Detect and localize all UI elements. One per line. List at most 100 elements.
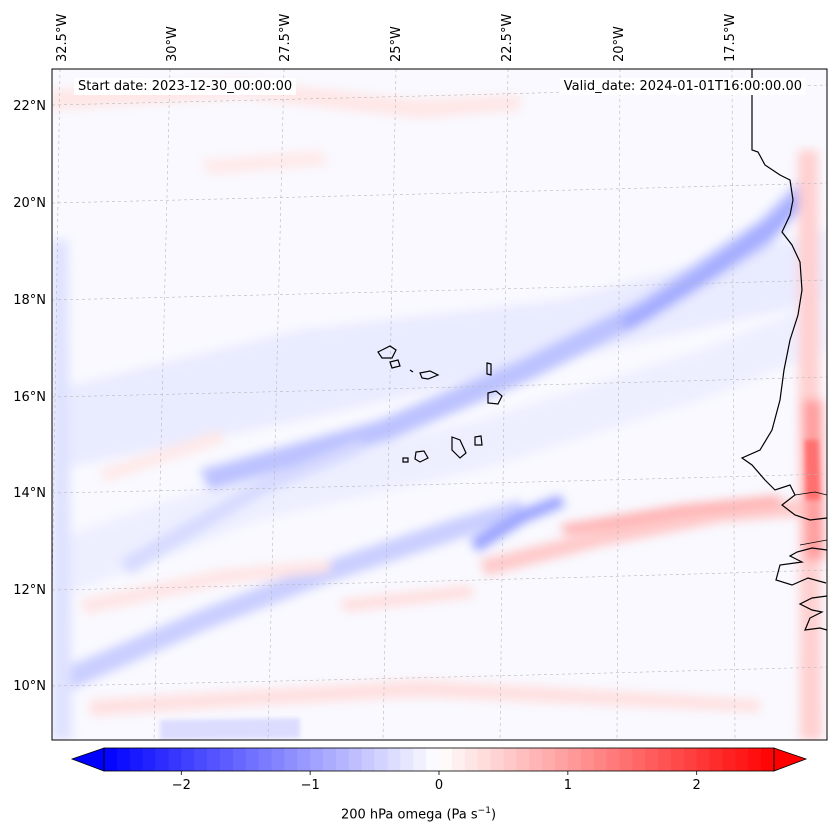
colorbar-cell bbox=[490, 748, 504, 771]
colorbar-cell bbox=[761, 748, 775, 771]
island-santo-antao bbox=[377, 345, 397, 359]
colorbar-cell bbox=[284, 748, 298, 771]
colorbar-cell bbox=[477, 748, 491, 771]
colorbar-cell bbox=[310, 748, 324, 771]
lon-label: 30°W bbox=[165, 26, 180, 62]
islet bbox=[409, 369, 414, 373]
colorbar-tick-label: −2 bbox=[172, 778, 191, 793]
colorbar-cell bbox=[670, 748, 685, 771]
colorbar-cell bbox=[722, 748, 736, 771]
colorbar-cell bbox=[271, 748, 285, 771]
colorbar-cell bbox=[155, 748, 169, 771]
colorbar-cell bbox=[516, 748, 530, 771]
colorbar-cell bbox=[323, 748, 337, 771]
colorbar-extend-min bbox=[70, 747, 105, 772]
colorbar-label: 200 hPa omega (Pa s−1) bbox=[0, 806, 837, 822]
map-frame bbox=[51, 68, 828, 741]
colorbar-cell bbox=[232, 748, 247, 771]
colorbar-cell bbox=[374, 748, 388, 771]
lon-label: 17.5°W bbox=[723, 14, 738, 62]
lat-label: 16°N bbox=[13, 390, 46, 405]
island-brava bbox=[402, 457, 409, 463]
colorbar-tick-label: 0 bbox=[435, 778, 443, 793]
colorbar-cells bbox=[104, 748, 775, 771]
colorbar-cell bbox=[142, 748, 156, 771]
colorbar-tick-label: 2 bbox=[693, 778, 701, 793]
country-borders bbox=[794, 491, 827, 546]
colorbar-cell bbox=[387, 748, 401, 771]
lon-label: 20°W bbox=[612, 26, 627, 62]
west-africa-coast bbox=[740, 69, 827, 631]
island-fogo bbox=[414, 450, 429, 463]
colorbar-cell bbox=[683, 748, 698, 771]
colorbar-cell bbox=[335, 748, 350, 771]
colorbar-label-exponent: −1 bbox=[477, 806, 491, 816]
colorbar-cell bbox=[529, 748, 543, 771]
colorbar-cell bbox=[658, 748, 672, 771]
colorbar-cell bbox=[645, 748, 659, 771]
island-sao-nicolau bbox=[419, 370, 440, 380]
colorbar-cell bbox=[194, 748, 208, 771]
colorbar-cell bbox=[580, 748, 595, 771]
island-sal bbox=[486, 362, 492, 376]
colorbar-cell bbox=[168, 748, 182, 771]
lat-label: 12°N bbox=[13, 583, 46, 598]
graticule bbox=[52, 69, 827, 740]
colorbar-cell bbox=[748, 748, 762, 771]
colorbar-cell bbox=[593, 748, 607, 771]
coastline bbox=[377, 69, 827, 631]
valid-date-label: Valid_date: 2024-01-01T16:00:00.00 bbox=[559, 78, 806, 95]
colorbar-cell bbox=[104, 748, 118, 771]
colorbar-cell bbox=[542, 748, 556, 771]
lon-label: 22.5°W bbox=[500, 14, 515, 62]
colorbar-cell bbox=[735, 748, 749, 771]
lat-label: 14°N bbox=[13, 486, 46, 501]
colorbar-cell bbox=[129, 748, 144, 771]
colorbar-tick-label: 1 bbox=[564, 778, 572, 793]
island-sao-vicente bbox=[389, 359, 401, 369]
colorbar-cell bbox=[464, 748, 479, 771]
colorbar-cell bbox=[348, 748, 363, 771]
map-panel bbox=[52, 69, 827, 740]
island-maio bbox=[474, 435, 483, 446]
colorbar-cell bbox=[696, 748, 710, 771]
colorbar-extend-max bbox=[773, 747, 808, 772]
lat-label: 18°N bbox=[13, 293, 46, 308]
colorbar-tick-label: −1 bbox=[301, 778, 320, 793]
lon-labels: 32.5°W 30°W 27.5°W 25°W 22.5°W 20°W 17.5… bbox=[55, 14, 738, 62]
colorbar-cell bbox=[439, 748, 453, 771]
colorbar-label-text: 200 hPa omega (Pa s bbox=[340, 807, 478, 823]
lat-label: 10°N bbox=[13, 679, 46, 694]
colorbar-ticks: −2 −1 0 1 2 bbox=[172, 771, 701, 793]
colorbar-cell bbox=[413, 748, 427, 771]
lon-label: 32.5°W bbox=[55, 14, 70, 62]
lat-label: 20°N bbox=[13, 196, 46, 211]
colorbar-cell bbox=[361, 748, 375, 771]
colorbar-cell bbox=[606, 748, 620, 771]
start-date-label: Start date: 2023-12-30_00:00:00 bbox=[74, 78, 297, 95]
colorbar: −2 −1 0 1 2 bbox=[70, 747, 808, 793]
lon-label: 27.5°W bbox=[278, 14, 293, 62]
colorbar-cell bbox=[619, 748, 633, 771]
island-boa-vista bbox=[487, 390, 503, 405]
colorbar-cell bbox=[554, 748, 569, 771]
colorbar-cell bbox=[567, 748, 582, 771]
colorbar-cell bbox=[451, 748, 466, 771]
island-santiago bbox=[451, 436, 467, 459]
colorbar-cell bbox=[219, 748, 234, 771]
colorbar-cell bbox=[400, 748, 414, 771]
colorbar-cell bbox=[297, 748, 311, 771]
lat-labels: 22°N 20°N 18°N 16°N 14°N 12°N 10°N bbox=[13, 99, 46, 694]
colorbar-cell bbox=[245, 748, 260, 771]
colorbar-cell bbox=[258, 748, 272, 771]
colorbar-cell bbox=[426, 748, 440, 771]
colorbar-cell bbox=[709, 748, 723, 771]
colorbar-label-close: ) bbox=[490, 807, 497, 823]
colorbar-cell bbox=[503, 748, 517, 771]
colorbar-cell bbox=[181, 748, 195, 771]
colorbar-cell bbox=[116, 748, 131, 771]
lon-label: 25°W bbox=[389, 26, 404, 62]
colorbar-cell bbox=[632, 748, 646, 771]
colorbar-cell bbox=[207, 748, 221, 771]
